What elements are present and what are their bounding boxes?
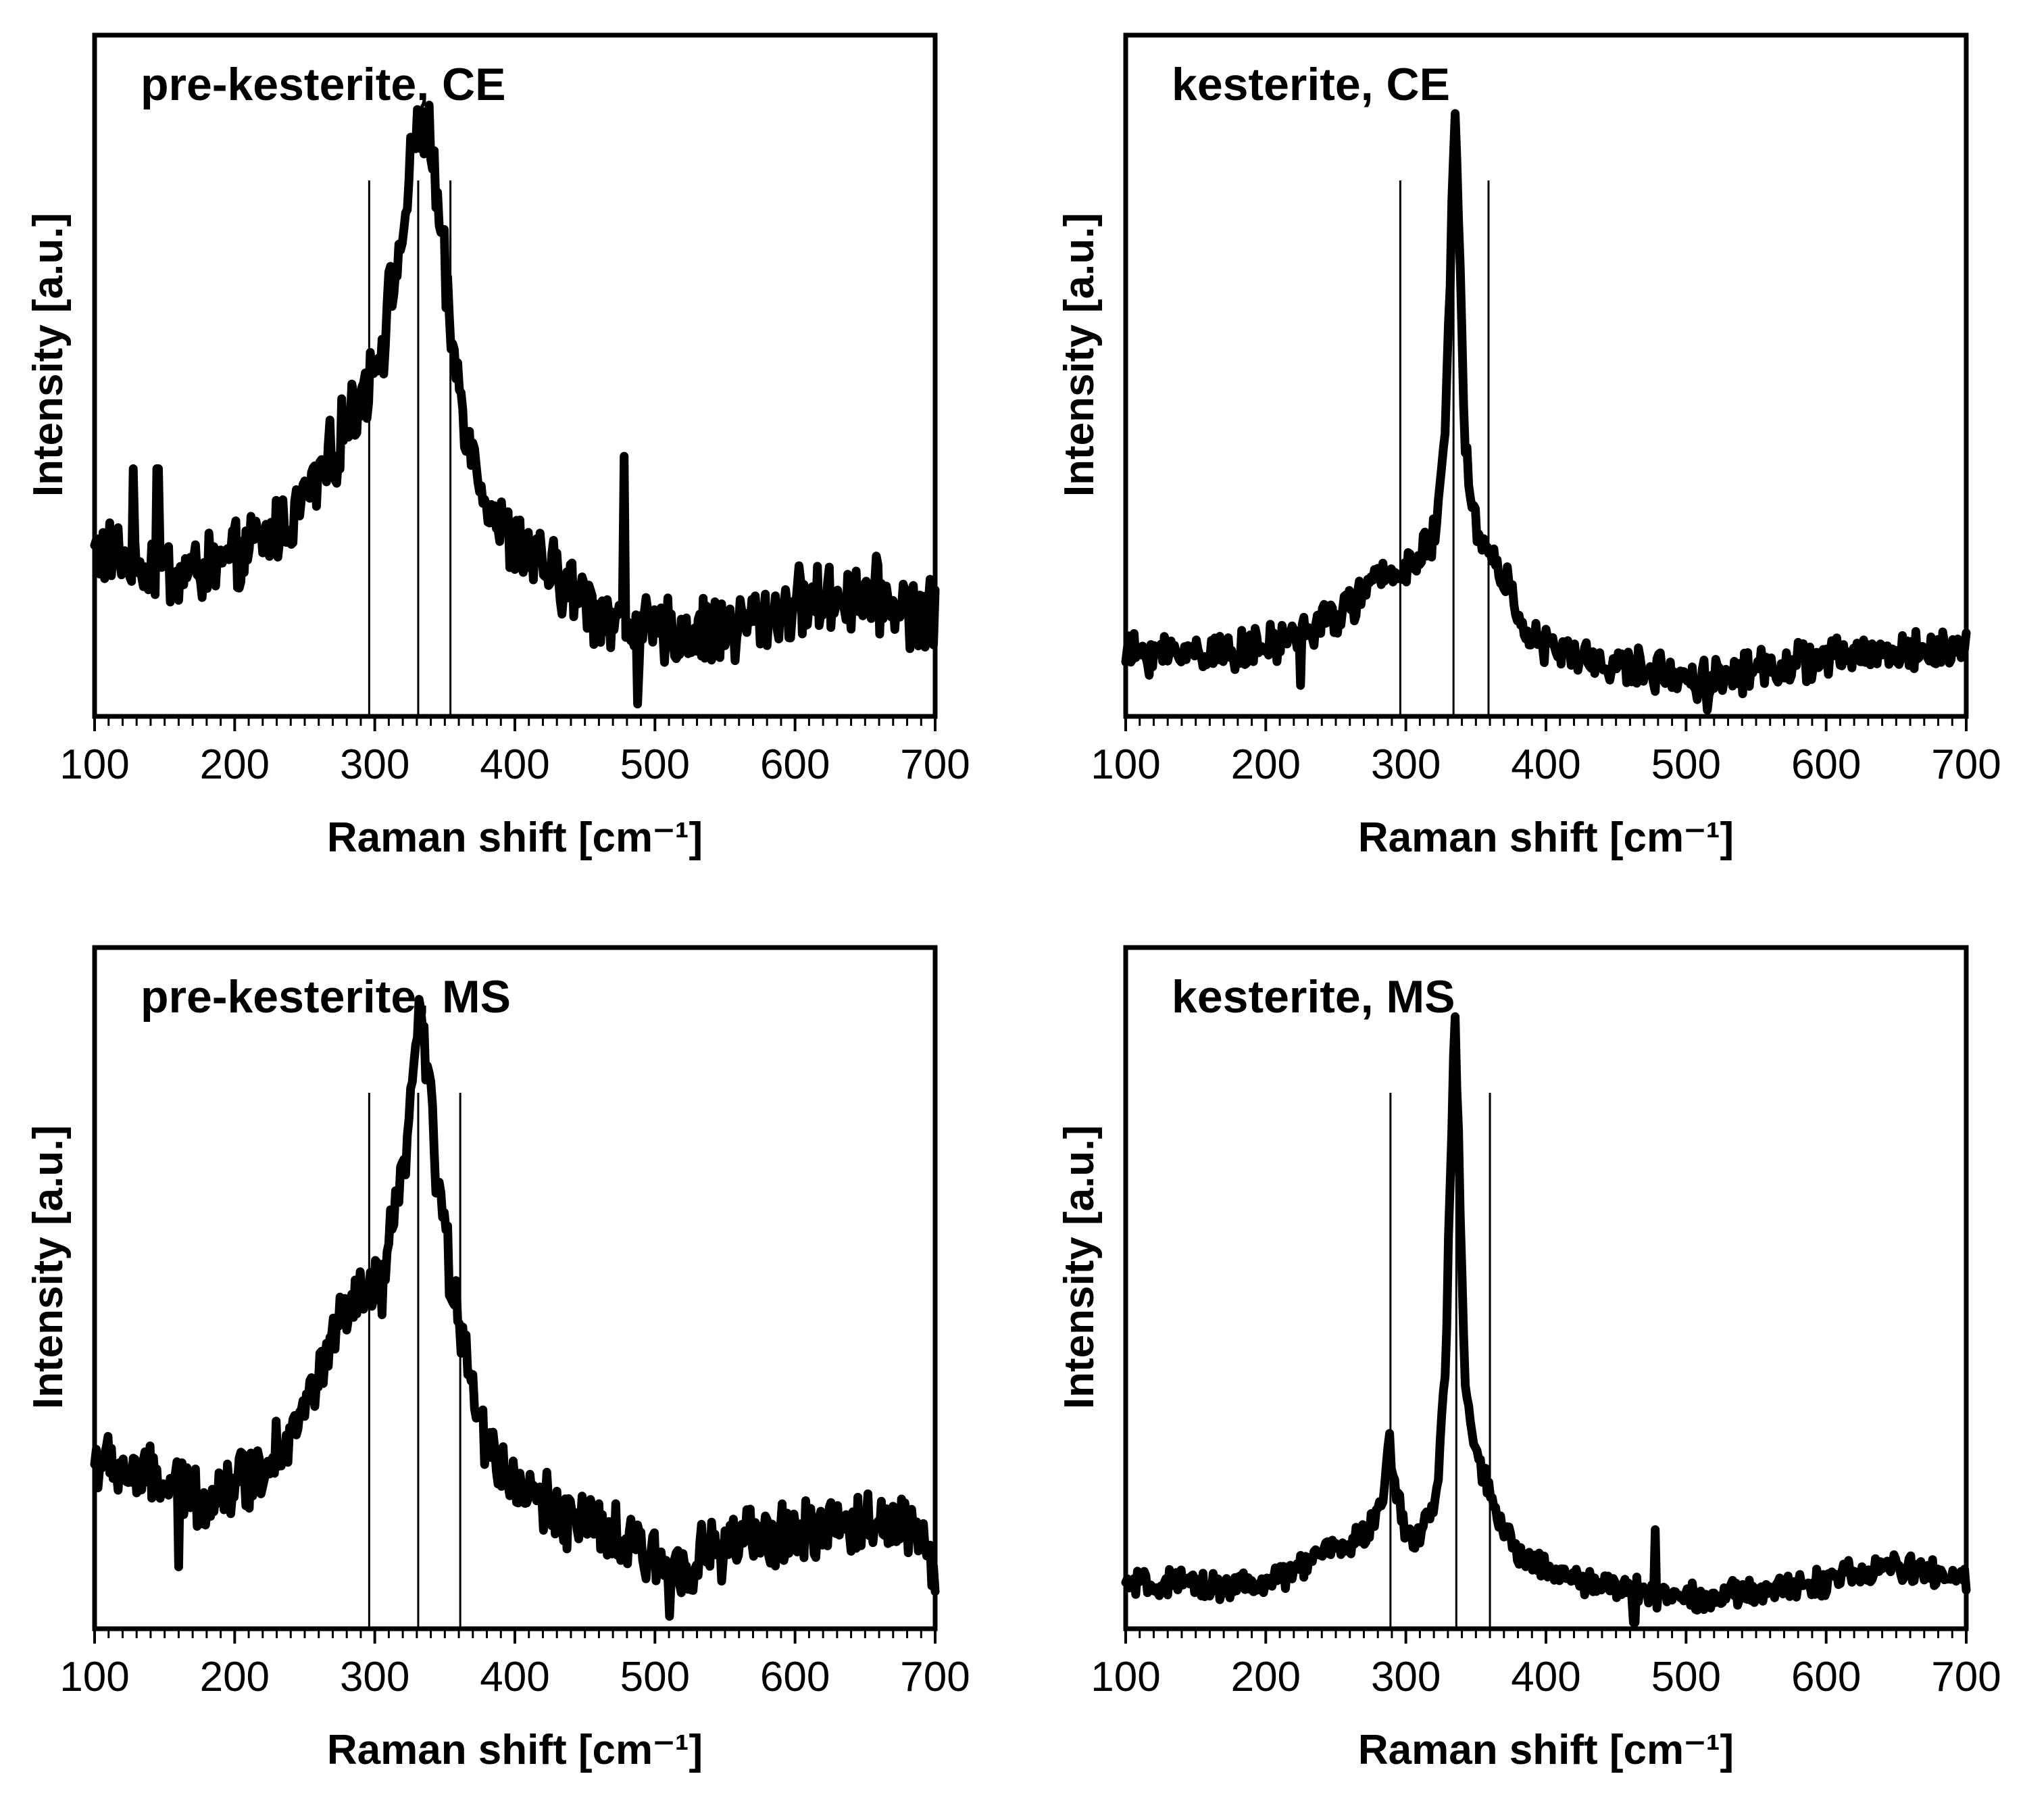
- x-tick-label: 300: [1371, 1654, 1441, 1700]
- x-tick-label: 100: [59, 741, 129, 788]
- x-axis-title: Raman shift [cm⁻¹]: [1358, 1727, 1734, 1773]
- y-axis-title: Intensity [a.u.]: [25, 1125, 72, 1409]
- x-tick-label: 700: [900, 741, 970, 788]
- x-tick-label: 300: [340, 741, 409, 788]
- panel-kesterite-ms: 100 200 300 400 500 600 700 Raman shift [cm⁻¹] I…: [1056, 926, 2023, 1818]
- panel-title: pre-kesterite, CE: [141, 59, 505, 110]
- x-tick-label: 300: [1371, 741, 1441, 788]
- x-tick-label: 500: [620, 1654, 690, 1700]
- y-axis-title: Intensity [a.u.]: [1056, 1125, 1103, 1409]
- chart-pre-kesterite-ms: 100 200 300 400 500 600 700 Raman shift [cm⁻¹] I…: [25, 945, 970, 1773]
- chart-kesterite-ce: 100 200 300 400 500 600 700 Raman shift [cm⁻¹] I…: [1056, 32, 2001, 861]
- x-axis-title: Raman shift [cm⁻¹]: [1358, 814, 1734, 861]
- x-tick-label: 400: [480, 741, 549, 788]
- spectrum-line: [1121, 109, 1971, 715]
- x-tick-label: 200: [1231, 741, 1301, 788]
- x-tick-label: 400: [1511, 1654, 1580, 1700]
- x-tick-label: 700: [900, 1654, 970, 1700]
- plot-frame: [1123, 32, 1969, 719]
- x-tick-label: 500: [1651, 741, 1721, 788]
- chart-kesterite-ms: 100 200 300 400 500 600 700 Raman shift [cm⁻¹] I…: [1056, 945, 2001, 1773]
- panel-title: kesterite, MS: [1172, 971, 1455, 1023]
- panel-title: pre-kesterite, MS: [141, 971, 511, 1023]
- x-tick-label: 600: [760, 741, 830, 788]
- y-axis-title: Intensity [a.u.]: [1056, 213, 1103, 497]
- x-tick-label: 600: [760, 1654, 830, 1700]
- x-tick-label: 100: [1091, 1654, 1160, 1700]
- x-tick-label: 200: [200, 1654, 270, 1700]
- x-tick-label: 300: [340, 1654, 409, 1700]
- x-tick-label: 600: [1791, 1654, 1861, 1700]
- spectrum-line: [1121, 1012, 1971, 1627]
- x-tick-label: 700: [1931, 1654, 2001, 1700]
- panel-pre-kesterite-ms: 100 200 300 400 500 600 700 Raman shift [cm⁻¹] I…: [25, 926, 1014, 1818]
- panel-title: kesterite, CE: [1172, 59, 1450, 110]
- x-tick-label: 600: [1791, 741, 1861, 788]
- plot-frame: [1123, 945, 1969, 1631]
- x-tick-label: 500: [1651, 1654, 1721, 1700]
- panel-kesterite-ce: 100 200 300 400 500 600 700 Raman shift [cm⁻¹] I…: [1056, 14, 2023, 906]
- spectrum-line: [90, 101, 940, 709]
- y-axis-title: Intensity [a.u.]: [25, 213, 72, 497]
- spectrum-line: [90, 995, 940, 1621]
- panel-pre-kesterite-ce: 100 200 300 400 500 600 700 Raman shift [cm⁻¹] I…: [25, 14, 1014, 906]
- x-axis-title: Raman shift [cm⁻¹]: [327, 1727, 703, 1773]
- x-tick-label: 500: [620, 741, 690, 788]
- x-axis-title: Raman shift [cm⁻¹]: [327, 814, 703, 861]
- x-tick-label: 100: [59, 1654, 129, 1700]
- x-tick-label: 100: [1091, 741, 1160, 788]
- chart-pre-kesterite-ce: 100 200 300 400 500 600 700 Raman shift [cm⁻¹] I…: [25, 32, 970, 861]
- x-tick-label: 400: [1511, 741, 1580, 788]
- x-tick-label: 700: [1931, 741, 2001, 788]
- x-tick-label: 200: [1231, 1654, 1301, 1700]
- x-tick-label: 200: [200, 741, 270, 788]
- x-tick-label: 400: [480, 1654, 549, 1700]
